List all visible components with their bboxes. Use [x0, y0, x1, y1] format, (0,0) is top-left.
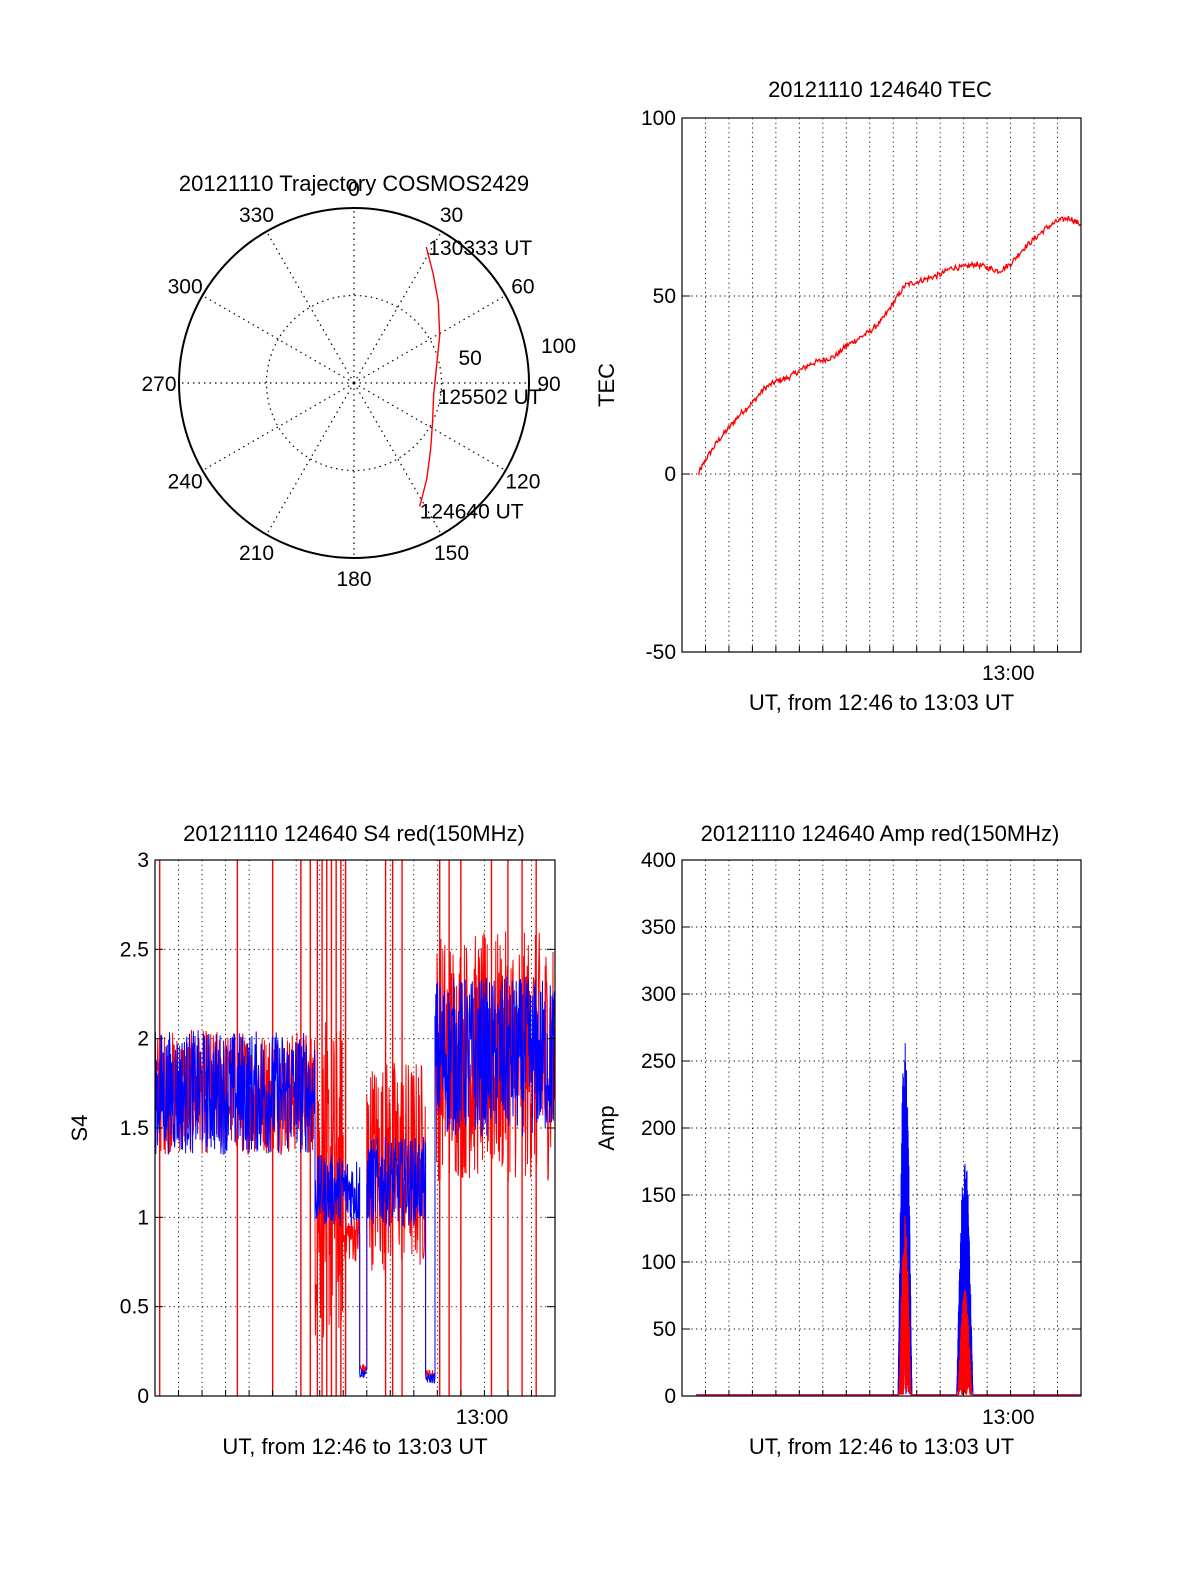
- polar-angle-label: 180: [336, 568, 371, 591]
- tec-x-ticks: 13:00: [704, 646, 1059, 685]
- polar-angle-label: 120: [505, 471, 540, 494]
- s4-x-ticks: 13:00: [178, 1390, 532, 1429]
- x-tick-label: 13:00: [982, 662, 1035, 685]
- y-tick-label: 3: [137, 849, 149, 872]
- amp-x-ticks: 13:00: [704, 1390, 1059, 1429]
- amp-x-axis-label: UT, from 12:46 to 13:03 UT: [749, 1434, 1014, 1459]
- amp-blue-series: [696, 1043, 1081, 1396]
- polar-trajectory-panel: 20121110 Trajectory COSMOS2429 030609012…: [141, 171, 576, 591]
- s4-y-axis-label: S4: [67, 1115, 92, 1142]
- polar-spoke: [202, 382, 355, 472]
- polar-angle-label: 90: [537, 373, 560, 396]
- trajectory-mid-label: 125502 UT: [438, 386, 542, 409]
- polar-angle-label: 270: [141, 373, 176, 396]
- s4-plot: [154, 860, 556, 1396]
- y-tick-label: 1.5: [120, 1117, 149, 1140]
- y-tick-label: 50: [653, 1318, 676, 1341]
- y-tick-label: 150: [641, 1184, 676, 1207]
- s4-title: 20121110 124640 S4 red(150MHz): [183, 821, 525, 846]
- polar-angle-label: 30: [440, 204, 463, 227]
- s4-red-series: [154, 931, 556, 1380]
- polar-title: 20121110 Trajectory COSMOS2429: [179, 171, 529, 196]
- y-tick-label: 0: [137, 1385, 149, 1408]
- y-tick-label: 50: [653, 285, 676, 308]
- polar-spoke: [265, 231, 355, 384]
- x-tick-label: 13:00: [982, 1406, 1035, 1429]
- polar-outer-ring: [178, 207, 530, 559]
- y-tick-label: 100: [641, 107, 676, 130]
- amp-y-axis-label: Amp: [594, 1105, 619, 1150]
- amp-red-series: [696, 1215, 1081, 1396]
- polar-angle-label: 0: [348, 178, 360, 201]
- y-tick-label: 400: [641, 849, 676, 872]
- polar-spoke: [265, 382, 355, 535]
- y-tick-label: 250: [641, 1050, 676, 1073]
- tec-series-line: [697, 215, 1082, 477]
- trajectory-end-label: 130333 UT: [428, 237, 532, 260]
- y-tick-label: 2: [137, 1028, 149, 1051]
- s4-panel: 20121110 124640 S4 red(150MHz) 0 0.5 1 1.5 2…: [67, 821, 556, 1459]
- amp-grid: [682, 860, 1081, 1396]
- s4-y-ticks: 0 0.5 1 1.5 2 2.5 3: [120, 849, 555, 1408]
- trajectory-line: [419, 246, 441, 507]
- y-tick-label: 2.5: [120, 938, 149, 961]
- amp-panel: 20121110 124640 Amp red(150MHz) 0 50 100 15…: [594, 821, 1082, 1459]
- trajectory-start-label: 124640 UT: [420, 501, 524, 524]
- polar-spoke: [353, 294, 506, 384]
- radial-ring-label-100: 100: [541, 335, 576, 358]
- polar-angle-label: 240: [168, 471, 203, 494]
- y-tick-label: 200: [641, 1117, 676, 1140]
- polar-angle-label: 300: [168, 276, 203, 299]
- tec-y-ticks: -50 0 50 100: [641, 107, 1081, 664]
- x-tick-label: 13:00: [456, 1406, 509, 1429]
- radial-ring-label-50: 50: [459, 347, 482, 370]
- s4-blue-series: [154, 976, 556, 1384]
- y-tick-label: 350: [641, 916, 676, 939]
- y-tick-label: 0: [664, 1385, 676, 1408]
- polar-grid: [179, 208, 529, 558]
- tec-axes-frame: [681, 117, 1082, 653]
- tec-title: 20121110 124640 TEC: [768, 77, 992, 102]
- tec-y-axis-label: TEC: [594, 363, 619, 407]
- tec-grid: [682, 118, 1081, 652]
- polar-angle-label: 150: [434, 542, 469, 565]
- y-tick-label: 300: [641, 983, 676, 1006]
- polar-angle-labels: 0 30 60 90 120 150 180 210 240 270 300 330: [141, 178, 560, 591]
- polar-angle-label: 60: [511, 276, 534, 299]
- amp-title: 20121110 124640 Amp red(150MHz): [701, 821, 1060, 846]
- polar-angle-label: 330: [239, 204, 274, 227]
- y-tick-label: 0.5: [120, 1296, 149, 1319]
- y-tick-label: 0: [664, 463, 676, 486]
- y-tick-label: 1: [137, 1206, 149, 1229]
- s4-x-axis-label: UT, from 12:46 to 13:03 UT: [222, 1434, 487, 1459]
- tec-x-axis-label: UT, from 12:46 to 13:03 UT: [749, 690, 1014, 715]
- y-tick-label: -50: [646, 641, 676, 664]
- polar-angle-label: 210: [239, 542, 274, 565]
- amp-plot: [696, 1043, 1081, 1396]
- tec-plot: [697, 215, 1082, 477]
- y-tick-label: 100: [641, 1251, 676, 1274]
- polar-ring-50: [265, 294, 443, 472]
- amp-y-ticks: 0 50 100 150 200 250 300 350 400: [641, 849, 1081, 1408]
